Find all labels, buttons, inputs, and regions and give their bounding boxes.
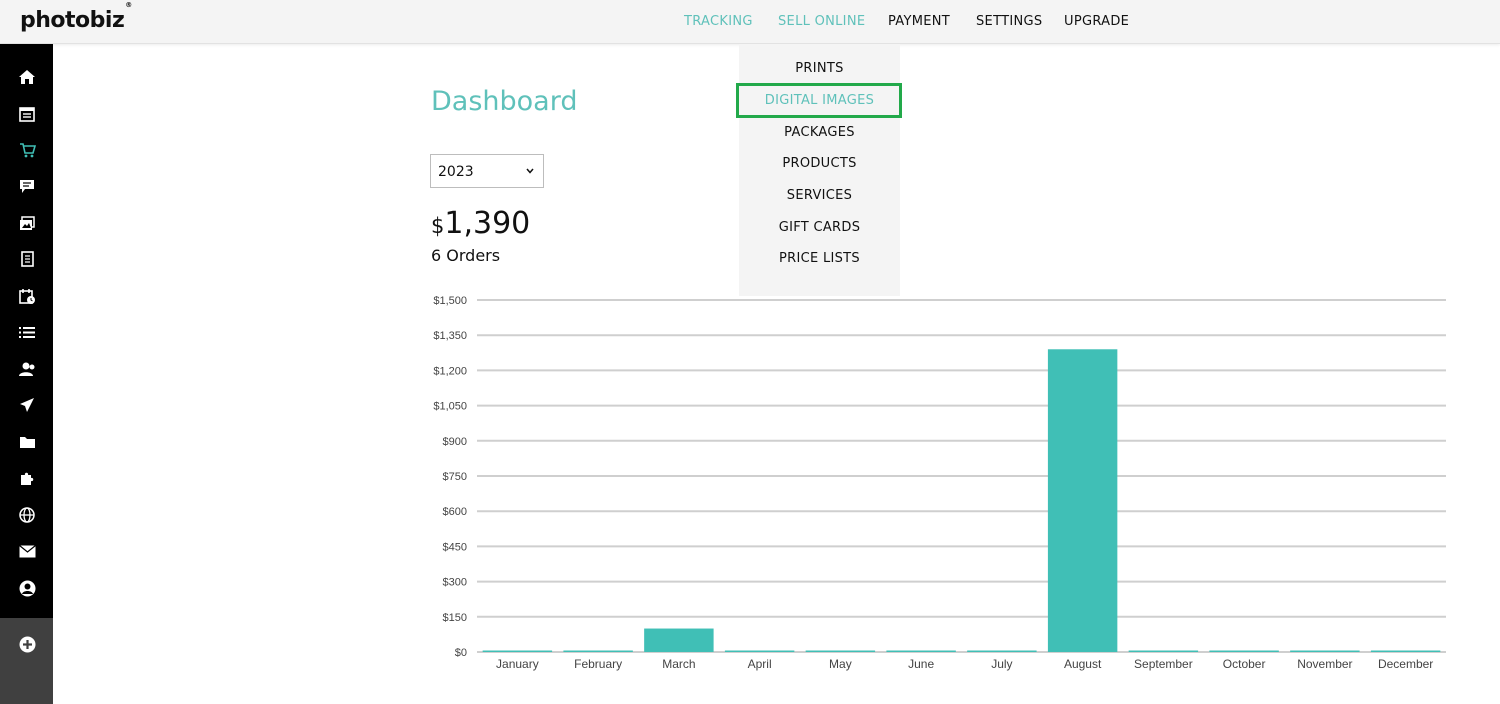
total-value: 1,390 — [444, 206, 531, 241]
x-tick-label: February — [574, 657, 622, 671]
x-tick-label: October — [1223, 657, 1266, 671]
dropdown-item-packages[interactable]: PACKAGES — [784, 125, 855, 140]
bar-may[interactable] — [805, 650, 876, 653]
dropdown-item-products[interactable]: PRODUCTS — [782, 156, 857, 171]
globe-icon[interactable] — [17, 505, 37, 525]
list-icon[interactable] — [17, 322, 37, 342]
orders-count: 6 Orders — [431, 246, 501, 265]
nav-sell-online[interactable]: SELL ONLINE — [778, 14, 866, 29]
chevron-down-icon — [526, 164, 534, 177]
bar-july[interactable] — [967, 650, 1037, 653]
y-tick-label: $1,500 — [433, 295, 467, 307]
x-tick-label: March — [662, 657, 695, 671]
x-tick-label: January — [496, 657, 539, 671]
y-tick-label: $600 — [443, 506, 467, 518]
nav-upgrade[interactable]: UPGRADE — [1064, 14, 1130, 29]
currency-symbol: $ — [431, 214, 445, 238]
account-icon[interactable] — [17, 578, 37, 598]
users-icon[interactable] — [17, 359, 37, 379]
y-tick-label: $900 — [443, 436, 467, 448]
nav-settings[interactable]: SETTINGS — [976, 14, 1043, 29]
nav-payment[interactable]: PAYMENT — [888, 14, 951, 29]
top-bar: photobiz® TRACKING SELL ONLINE PAYMENT S… — [0, 0, 1500, 44]
bar-february[interactable] — [563, 650, 633, 653]
y-tick-label: $1,350 — [433, 330, 467, 342]
x-tick-label: August — [1064, 657, 1102, 671]
revenue-bar-chart: $0 $150 $300 $450 $600 $750 $900 $1,050 $1,200 $1… — [433, 295, 1446, 671]
sell-online-dropdown: PRINTS DIGITAL IMAGES PACKAGES PRODUCTS … — [739, 44, 900, 296]
document-icon[interactable] — [17, 249, 37, 269]
bar-august[interactable] — [1047, 349, 1118, 652]
add-icon[interactable] — [17, 634, 37, 654]
home-icon[interactable] — [17, 67, 37, 87]
total-revenue: $1,390 — [431, 206, 530, 241]
bar-march[interactable] — [644, 628, 714, 652]
dropdown-item-services[interactable]: SERVICES — [786, 188, 853, 203]
x-tick-label: December — [1378, 657, 1433, 671]
mail-icon[interactable] — [17, 541, 37, 561]
bar-october[interactable] — [1209, 650, 1279, 653]
x-tick-label: September — [1134, 657, 1193, 671]
x-tick-label: May — [829, 657, 852, 671]
bar-september[interactable] — [1128, 650, 1199, 653]
chat-icon[interactable] — [17, 176, 37, 196]
dropdown-item-prints[interactable]: PRINTS — [795, 61, 844, 76]
gallery-icon[interactable] — [17, 213, 37, 233]
y-tick-label: $300 — [443, 577, 467, 589]
send-icon[interactable] — [17, 395, 37, 415]
bar-april[interactable] — [724, 650, 795, 653]
x-tick-label: June — [908, 657, 934, 671]
bar-january[interactable] — [482, 650, 553, 653]
x-tick-label: July — [991, 657, 1012, 671]
sidebar — [0, 44, 53, 704]
cart-icon[interactable] — [17, 140, 37, 160]
folder-icon[interactable] — [17, 432, 37, 452]
puzzle-icon[interactable] — [17, 468, 37, 488]
page-title: Dashboard — [431, 86, 578, 117]
y-tick-label: $750 — [443, 471, 467, 483]
y-tick-label: $1,050 — [433, 401, 467, 413]
bar-june[interactable] — [886, 650, 956, 653]
schedule-icon[interactable] — [17, 286, 37, 306]
y-tick-label: $450 — [443, 541, 467, 553]
year-select-value: 2023 — [438, 164, 474, 180]
dropdown-item-digital-images[interactable]: DIGITAL IMAGES — [764, 93, 875, 108]
sidebar-add-zone — [0, 618, 53, 704]
x-tick-label: April — [748, 657, 772, 671]
highlight-box — [736, 83, 902, 118]
bar-december[interactable] — [1370, 650, 1441, 653]
nav-tracking[interactable]: TRACKING — [684, 14, 753, 29]
photobiz-logo[interactable]: photobiz® — [20, 0, 132, 33]
dropdown-item-price-lists[interactable]: PRICE LISTS — [779, 251, 860, 266]
y-tick-label: $1,200 — [433, 365, 467, 377]
dropdown-item-gift-cards[interactable]: GIFT CARDS — [778, 220, 861, 235]
y-tick-label: $150 — [443, 612, 467, 624]
calendar-list-icon[interactable] — [17, 104, 37, 124]
bar-november[interactable] — [1290, 650, 1360, 653]
y-tick-label: $0 — [455, 647, 467, 659]
year-select[interactable]: 2023 — [430, 154, 544, 188]
x-tick-label: November — [1297, 657, 1352, 671]
